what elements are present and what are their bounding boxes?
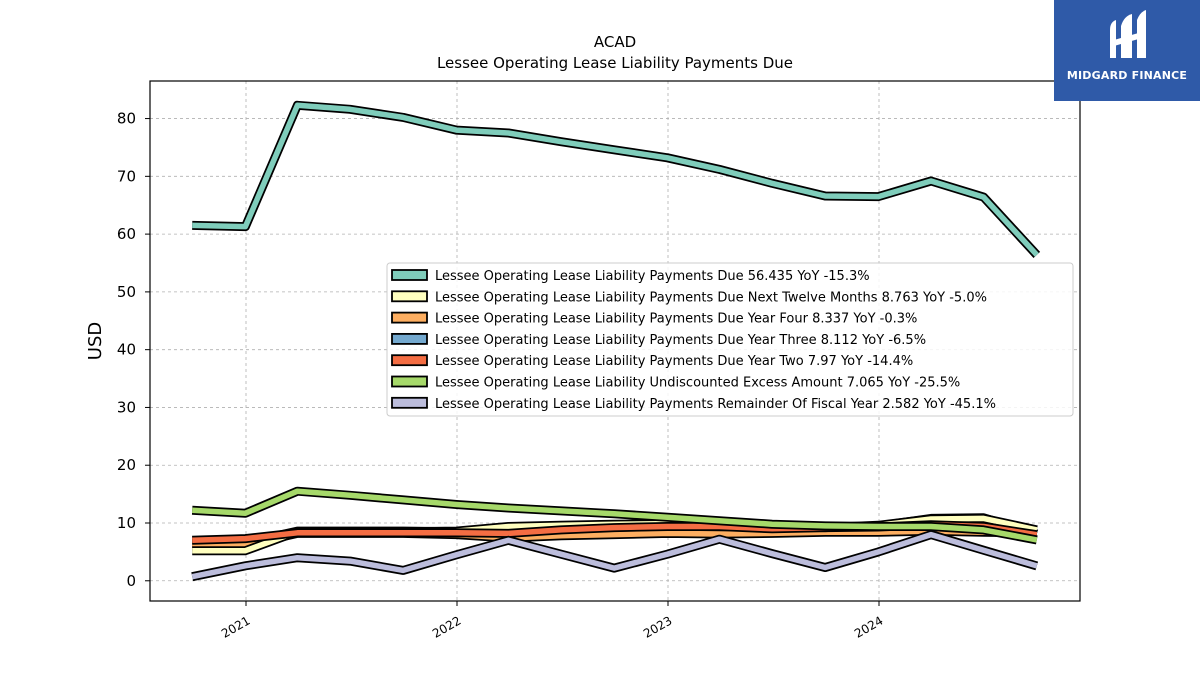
chart-title: ACAD xyxy=(594,33,636,51)
y-axis: 0 10 20 30 40 50 60 70 80 xyxy=(117,110,150,590)
x-tick-label: 2021 xyxy=(219,613,252,640)
legend-label: Lessee Operating Lease Liability Payment… xyxy=(435,290,987,305)
logo-mark-icon xyxy=(1110,10,1146,58)
y-axis-label: USD xyxy=(85,322,106,360)
legend-swatch xyxy=(391,354,428,367)
y-tick-label: 30 xyxy=(117,398,136,416)
y-tick-label: 80 xyxy=(117,110,136,128)
series-lines xyxy=(191,100,1041,582)
y-tick-label: 60 xyxy=(117,225,136,243)
legend-box xyxy=(386,262,1074,417)
x-tick-label: 2023 xyxy=(641,613,674,640)
legend-label: Lessee Operating Lease Liability Payment… xyxy=(435,269,870,284)
legend-swatch xyxy=(391,311,428,324)
series-line xyxy=(192,488,1038,543)
legend-swatch xyxy=(391,332,428,345)
plot-frame xyxy=(149,80,1081,602)
series-line xyxy=(192,102,1039,257)
y-tick-label: 50 xyxy=(117,283,136,301)
logo-text: MIDGARD FINANCE xyxy=(1066,69,1188,82)
legend-label: Lessee Operating Lease Liability Payment… xyxy=(435,312,917,327)
legend-label: Lessee Operating Lease Liability Payment… xyxy=(435,397,996,412)
legend-label: Lessee Operating Lease Liability Undisco… xyxy=(435,376,960,391)
y-tick-label: 10 xyxy=(117,514,136,532)
legend-label: Lessee Operating Lease Liability Payment… xyxy=(435,354,913,369)
series-outline xyxy=(192,100,1041,258)
chart-subtitle: Lessee Operating Lease Liability Payment… xyxy=(437,54,793,72)
legend-swatch xyxy=(391,290,428,303)
x-tick-label: 2024 xyxy=(852,613,885,640)
legend-label: Lessee Operating Lease Liability Payment… xyxy=(435,333,926,348)
x-axis: 2021 2022 2023 2024 xyxy=(219,601,886,641)
y-tick-label: 70 xyxy=(117,167,136,185)
legend-swatch xyxy=(391,375,428,388)
y-tick-label: 0 xyxy=(126,572,136,590)
x-tick-label: 2022 xyxy=(430,613,463,640)
midgard-finance-logo: MIDGARD FINANCE xyxy=(1054,0,1200,101)
legend-swatch xyxy=(391,269,428,281)
legend: Lessee Operating Lease Liability Payment… xyxy=(386,262,1074,417)
legend-swatch xyxy=(391,396,428,409)
series-line xyxy=(191,531,1038,580)
y-tick-label: 40 xyxy=(117,341,136,359)
y-tick-label: 20 xyxy=(117,456,136,474)
